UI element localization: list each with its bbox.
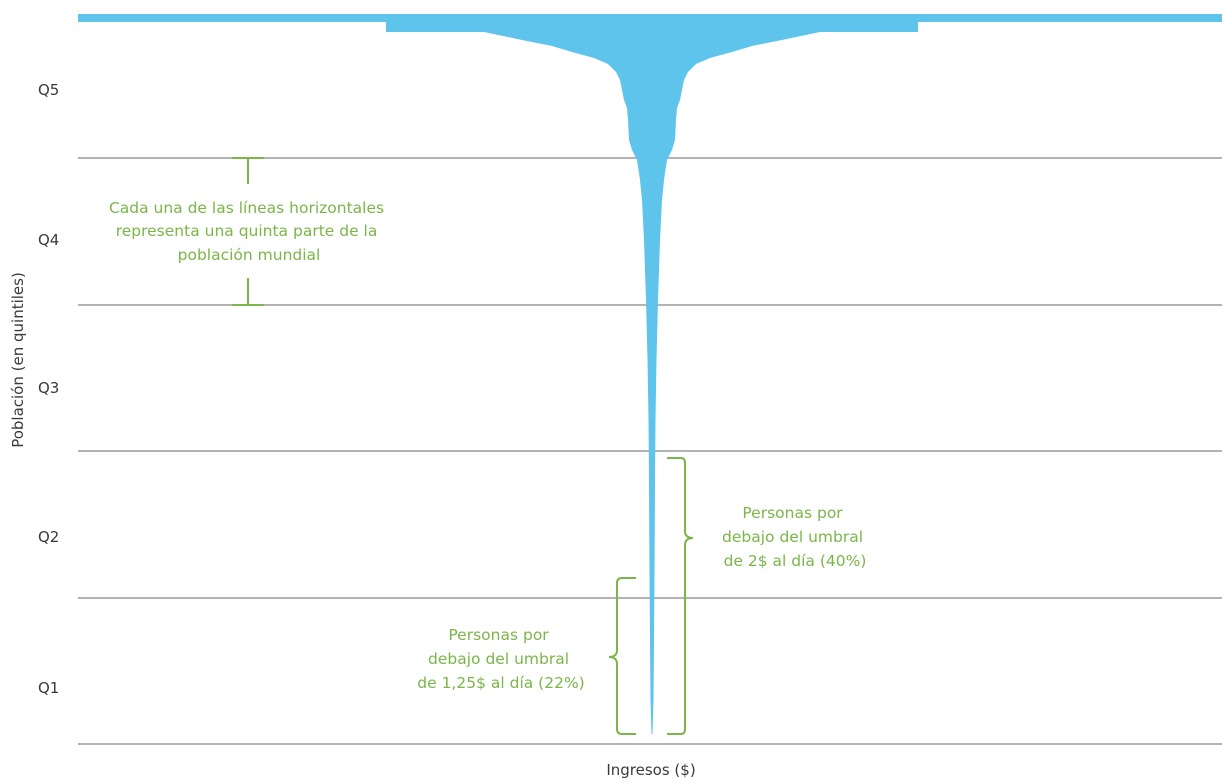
y-tick-label-q5: Q5	[38, 81, 59, 99]
y-tick-label-q2: Q2	[38, 528, 59, 546]
y-tick-label-q4: Q4	[38, 231, 59, 249]
two-dollar-brace	[667, 457, 694, 735]
two-dollar-note: Personas por debajo del umbral de 2$ al …	[722, 504, 868, 570]
y-tick-label-q1: Q1	[38, 679, 59, 697]
income-distribution-area	[78, 14, 1222, 734]
quintile-bracket	[232, 157, 264, 306]
y-tick-labels: Q5 Q4 Q3 Q2 Q1	[38, 81, 59, 697]
y-tick-label-q3: Q3	[38, 379, 59, 397]
quintile-note: Cada una de las líneas horizontales repr…	[109, 199, 389, 264]
x-axis-label: Ingresos ($)	[606, 761, 695, 779]
y-axis-label: Población (en quintiles)	[9, 272, 27, 448]
one25-dollar-note: Personas por debajo del umbral de 1,25$ …	[417, 626, 584, 692]
one25-dollar-brace	[608, 577, 636, 735]
